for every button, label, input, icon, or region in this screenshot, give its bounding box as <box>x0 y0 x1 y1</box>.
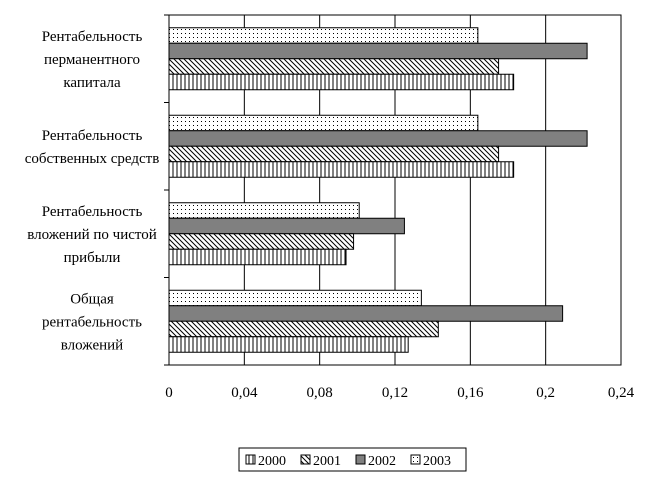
bar-2001 <box>168 233 355 250</box>
legend-label-2002: 2002 <box>368 454 396 469</box>
bar-2003 <box>168 202 360 219</box>
bar-2002 <box>168 130 588 147</box>
legend-swatch-2001 <box>300 454 311 465</box>
legend-label-2003: 2003 <box>423 454 451 469</box>
bar-2000 <box>168 336 409 353</box>
legend-swatch-2003 <box>410 454 421 465</box>
x-tick-labels: 0 0,04 0,08 0,12 0,16 0,2 0,24 <box>165 385 634 401</box>
x-tick-label: 0,04 <box>231 385 258 401</box>
bar-2001 <box>168 58 500 75</box>
legend-box <box>238 447 467 472</box>
category-label: капитала <box>63 75 121 91</box>
x-tick-label: 0,12 <box>382 385 408 401</box>
bar-2002 <box>168 42 588 60</box>
bars <box>168 27 588 353</box>
category-labels: Рентабельность перманентного капитала Рента… <box>25 29 160 354</box>
axes <box>164 14 170 366</box>
x-tick-label: 0,16 <box>457 385 484 401</box>
bar-2000 <box>168 73 515 91</box>
bar-2003 <box>168 114 479 132</box>
category-label: рентабельность <box>42 314 142 330</box>
legend-swatch-2002 <box>355 454 366 465</box>
bar-2000 <box>168 161 515 178</box>
x-tick-label: 0 <box>165 385 173 401</box>
x-tick-label: 0,24 <box>608 385 635 401</box>
category-label: Общая <box>70 291 114 307</box>
category-label: вложений по чистой <box>27 227 157 243</box>
bar-2002 <box>168 217 405 235</box>
category-label: Рентабельность <box>42 204 143 220</box>
legend-swatch-2000 <box>245 454 256 465</box>
category-label: перманентного <box>44 52 140 68</box>
legend: 2000 2001 2002 2003 <box>238 447 467 472</box>
legend-label-2001: 2001 <box>313 454 341 469</box>
category-label: Рентабельность <box>42 29 143 45</box>
bar-2002 <box>168 305 564 322</box>
category-label: вложений <box>61 337 123 353</box>
category-label: собственных средств <box>25 151 160 167</box>
x-tick-label: 0,08 <box>307 385 333 401</box>
bar-2000 <box>168 248 347 266</box>
bar-2003 <box>168 289 422 307</box>
x-tick-label: 0,2 <box>536 385 555 401</box>
legend-label-2000: 2000 <box>258 454 286 469</box>
category-label: Рентабельность <box>42 128 143 144</box>
bar-2003 <box>168 27 479 44</box>
bar-2001 <box>168 145 500 163</box>
bar-2001 <box>168 320 439 338</box>
category-label: прибыли <box>64 250 121 266</box>
